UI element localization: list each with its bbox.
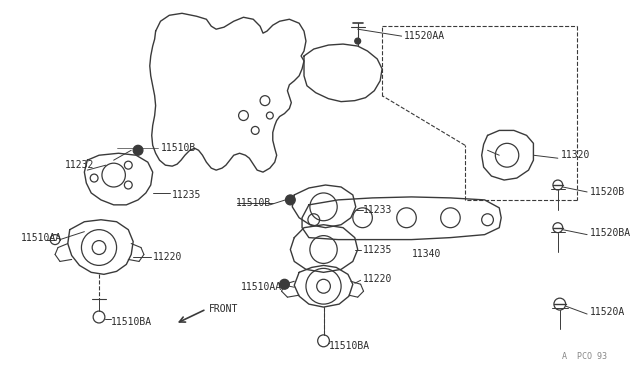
Text: 11510AA: 11510AA — [241, 282, 282, 292]
Text: 11510B: 11510B — [161, 143, 196, 153]
Text: 11235: 11235 — [363, 244, 392, 254]
Text: 11233: 11233 — [363, 205, 392, 215]
Text: FRONT: FRONT — [209, 304, 239, 314]
Text: 11320: 11320 — [561, 150, 590, 160]
Circle shape — [133, 145, 143, 155]
Text: 11510B: 11510B — [236, 198, 271, 208]
Text: 11510AA: 11510AA — [21, 232, 62, 243]
Text: 11232: 11232 — [65, 160, 94, 170]
Circle shape — [285, 195, 295, 205]
Text: A  PCO 93: A PCO 93 — [562, 352, 607, 361]
Text: 11510BA: 11510BA — [328, 341, 369, 351]
Circle shape — [355, 38, 360, 44]
Text: 11220: 11220 — [153, 253, 182, 263]
Circle shape — [280, 279, 289, 289]
Text: 11520BA: 11520BA — [590, 228, 631, 238]
Text: 11340: 11340 — [412, 250, 441, 260]
Text: 11520AA: 11520AA — [404, 31, 445, 41]
Text: 11520B: 11520B — [590, 187, 625, 197]
Text: 11220: 11220 — [363, 274, 392, 284]
Text: 11235: 11235 — [172, 190, 202, 200]
Text: 11510BA: 11510BA — [111, 317, 152, 327]
Text: 11520A: 11520A — [590, 307, 625, 317]
